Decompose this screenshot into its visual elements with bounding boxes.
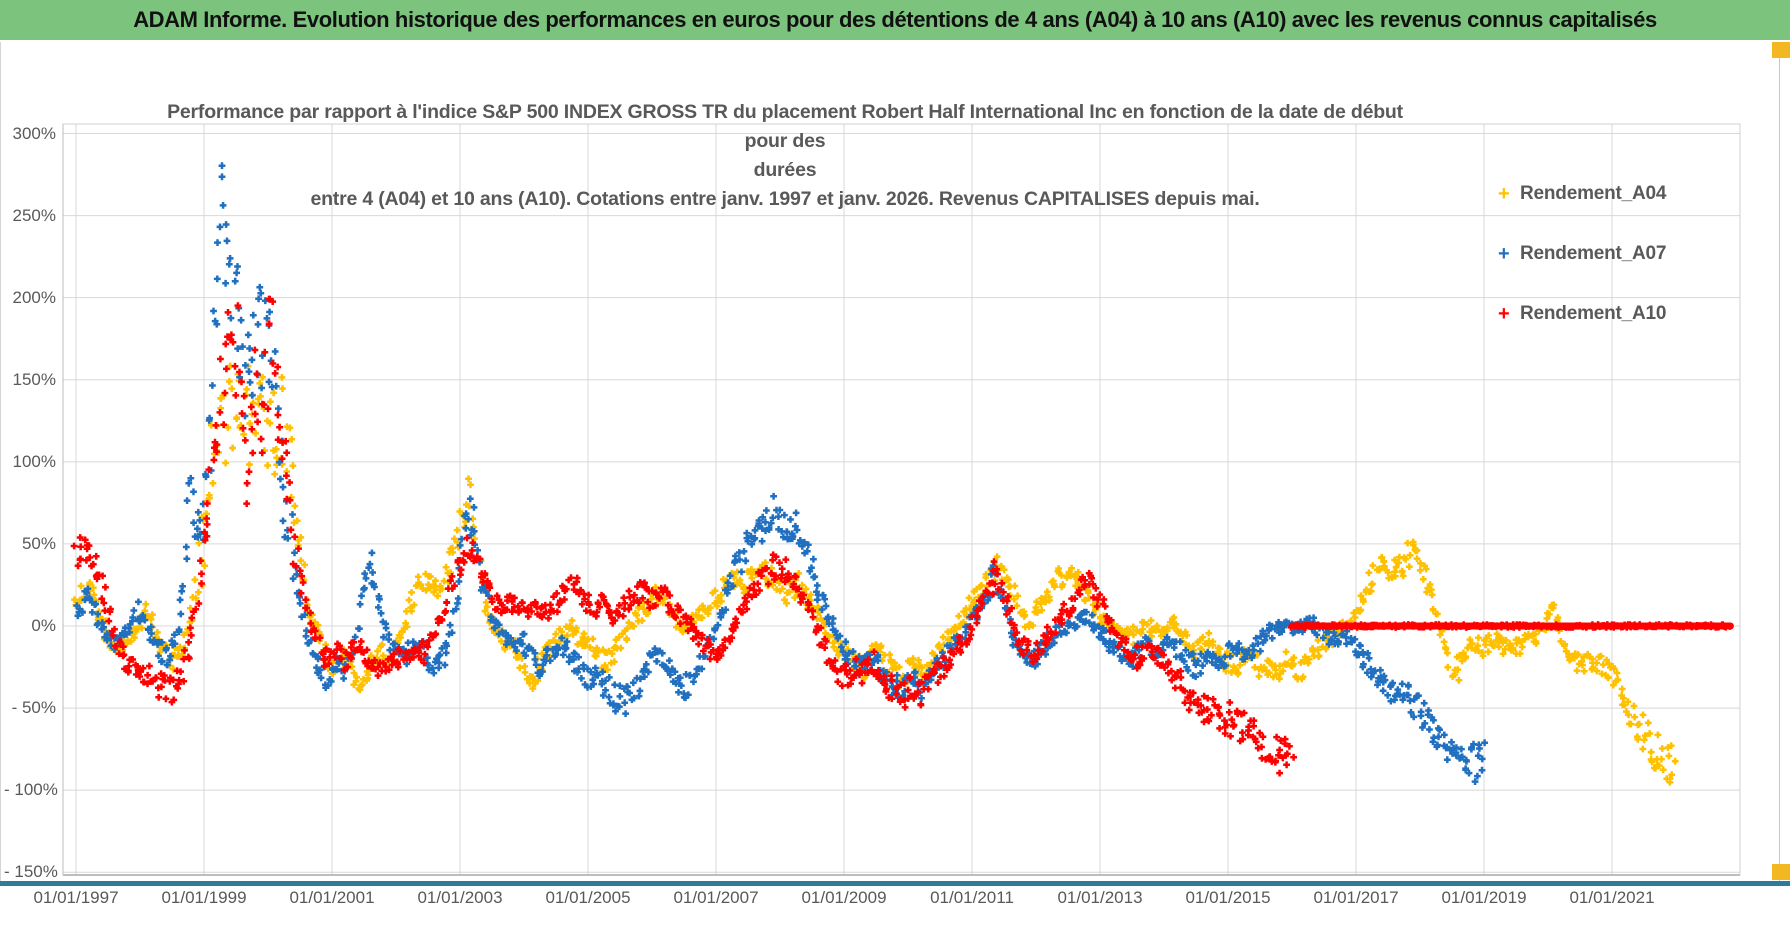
y-axis-tick-label: 300% [12, 123, 56, 143]
window-right-edge [1779, 42, 1780, 886]
y-axis-tick-label: 150% [12, 369, 56, 389]
report-title: ADAM Informe. Evolution historique des p… [133, 7, 1657, 32]
x-axis-tick-label: 01/01/2021 [1569, 888, 1655, 907]
scroll-tab-top-icon[interactable] [1772, 42, 1790, 58]
y-axis-tick-label: 100% [12, 451, 56, 471]
legend-item-a04: + Rendement_A04 [1498, 182, 1738, 206]
x-axis-tick-label: 01/01/2015 [1185, 888, 1271, 907]
x-axis-tick-label: 01/01/2013 [1057, 888, 1143, 907]
y-axis-tick-label: - 50% [11, 698, 56, 718]
window-bottom-edge [0, 881, 1790, 886]
plus-marker-icon: + [1498, 182, 1510, 205]
legend-item-a10: + Rendement_A10 [1498, 302, 1738, 326]
x-axis-tick-label: 01/01/2019 [1441, 888, 1527, 907]
legend-label-a07: Rendement_A07 [1520, 243, 1667, 264]
scroll-tab-bottom-icon[interactable] [1772, 864, 1790, 880]
chart-title-line-2: durées [753, 159, 817, 181]
report-header-bar: ADAM Informe. Evolution historique des p… [0, 0, 1790, 42]
legend-label-a04: Rendement_A04 [1520, 183, 1667, 204]
x-axis-tick-label: 01/01/2005 [545, 888, 631, 907]
chart-title-line-3: entre 4 (A04) et 10 ans (A10). Cotations… [310, 188, 1260, 210]
y-axis-tick-label: - 100% [4, 780, 58, 800]
x-axis-tick-label: 01/01/2011 [930, 888, 1014, 907]
spreadsheet-chart-page: { "window": { "header_title": "ADAM Info… [0, 0, 1790, 907]
y-axis-tick-label: 0% [31, 616, 56, 635]
chart-legend: + Rendement_A04 + Rendement_A07 + Rendem… [1498, 182, 1738, 362]
window-left-edge [0, 42, 1, 886]
y-axis-tick-label: 250% [12, 205, 56, 225]
chart-title: Performance par rapport à l'indice S&P 5… [150, 98, 1420, 214]
scatter-plot [62, 123, 1741, 876]
plus-marker-icon: + [1498, 242, 1510, 265]
y-axis-tick-label: 200% [12, 287, 56, 307]
x-axis-tick-label: 01/01/2001 [289, 888, 375, 907]
chart-title-line-1: Performance par rapport à l'indice S&P 5… [167, 101, 1403, 152]
x-axis-tick-label: 01/01/1999 [161, 888, 247, 907]
x-axis-tick-label: 01/01/2009 [801, 888, 887, 907]
y-axis-tick-label: - 150% [4, 862, 58, 882]
chart-area: Performance par rapport à l'indice S&P 5… [0, 42, 1779, 907]
x-axis-tick-label: 01/01/2003 [417, 888, 503, 907]
y-axis-tick-label: 50% [21, 533, 56, 553]
legend-label-a10: Rendement_A10 [1520, 303, 1667, 324]
plus-marker-icon: + [1498, 302, 1510, 325]
x-axis-tick-label: 01/01/1997 [33, 888, 119, 907]
x-axis-tick-label: 01/01/2007 [673, 888, 759, 907]
x-axis-tick-label: 01/01/2017 [1313, 888, 1399, 907]
legend-item-a07: + Rendement_A07 [1498, 242, 1738, 266]
